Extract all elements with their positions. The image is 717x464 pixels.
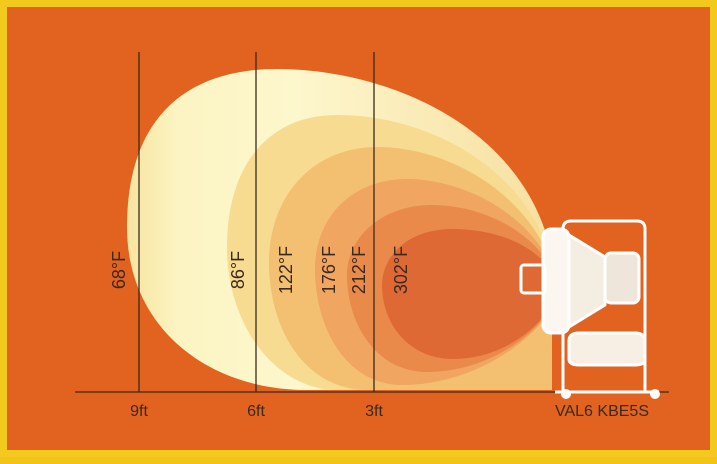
temp-label-302f: 302°F [391, 246, 411, 294]
heat-distribution-diagram: 68°F 86°F 122°F 176°F 212°F 302°F 9ft 6f… [75, 52, 669, 420]
temp-label-176f: 176°F [319, 246, 339, 294]
heat-zone-302f [382, 229, 552, 359]
heater-illustration [519, 219, 660, 399]
distance-label-9ft: 9ft [130, 403, 148, 420]
temp-label-86f: 86°F [228, 251, 248, 289]
temp-label-68f: 68°F [109, 251, 129, 289]
distance-label-3ft: 3ft [365, 403, 383, 420]
temp-label-212f: 212°F [349, 246, 369, 294]
model-label: VAL6 KBE5S [555, 403, 649, 420]
distance-label-6ft: 6ft [247, 403, 265, 420]
temp-label-122f: 122°F [276, 246, 296, 294]
